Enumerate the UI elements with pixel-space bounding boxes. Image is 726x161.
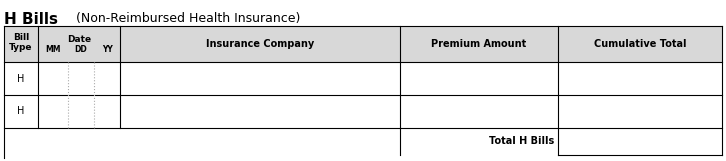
Text: Total H Bills: Total H Bills bbox=[489, 137, 554, 147]
Text: (Non-Reimbursed Health Insurance): (Non-Reimbursed Health Insurance) bbox=[72, 12, 301, 25]
Text: Premium Amount: Premium Amount bbox=[431, 39, 526, 49]
Text: H Bills: H Bills bbox=[4, 12, 58, 27]
Text: Bill: Bill bbox=[13, 33, 29, 43]
Text: DD: DD bbox=[75, 46, 87, 55]
Bar bbox=[558, 128, 722, 155]
Text: Date: Date bbox=[67, 34, 91, 43]
Text: Cumulative Total: Cumulative Total bbox=[594, 39, 686, 49]
Text: H: H bbox=[17, 74, 25, 84]
Bar bbox=[4, 26, 722, 62]
Text: MM: MM bbox=[45, 46, 61, 55]
Bar bbox=[4, 62, 722, 128]
Text: YY: YY bbox=[102, 46, 113, 55]
Text: H: H bbox=[17, 106, 25, 117]
Text: Type: Type bbox=[9, 43, 33, 52]
Text: Insurance Company: Insurance Company bbox=[206, 39, 314, 49]
